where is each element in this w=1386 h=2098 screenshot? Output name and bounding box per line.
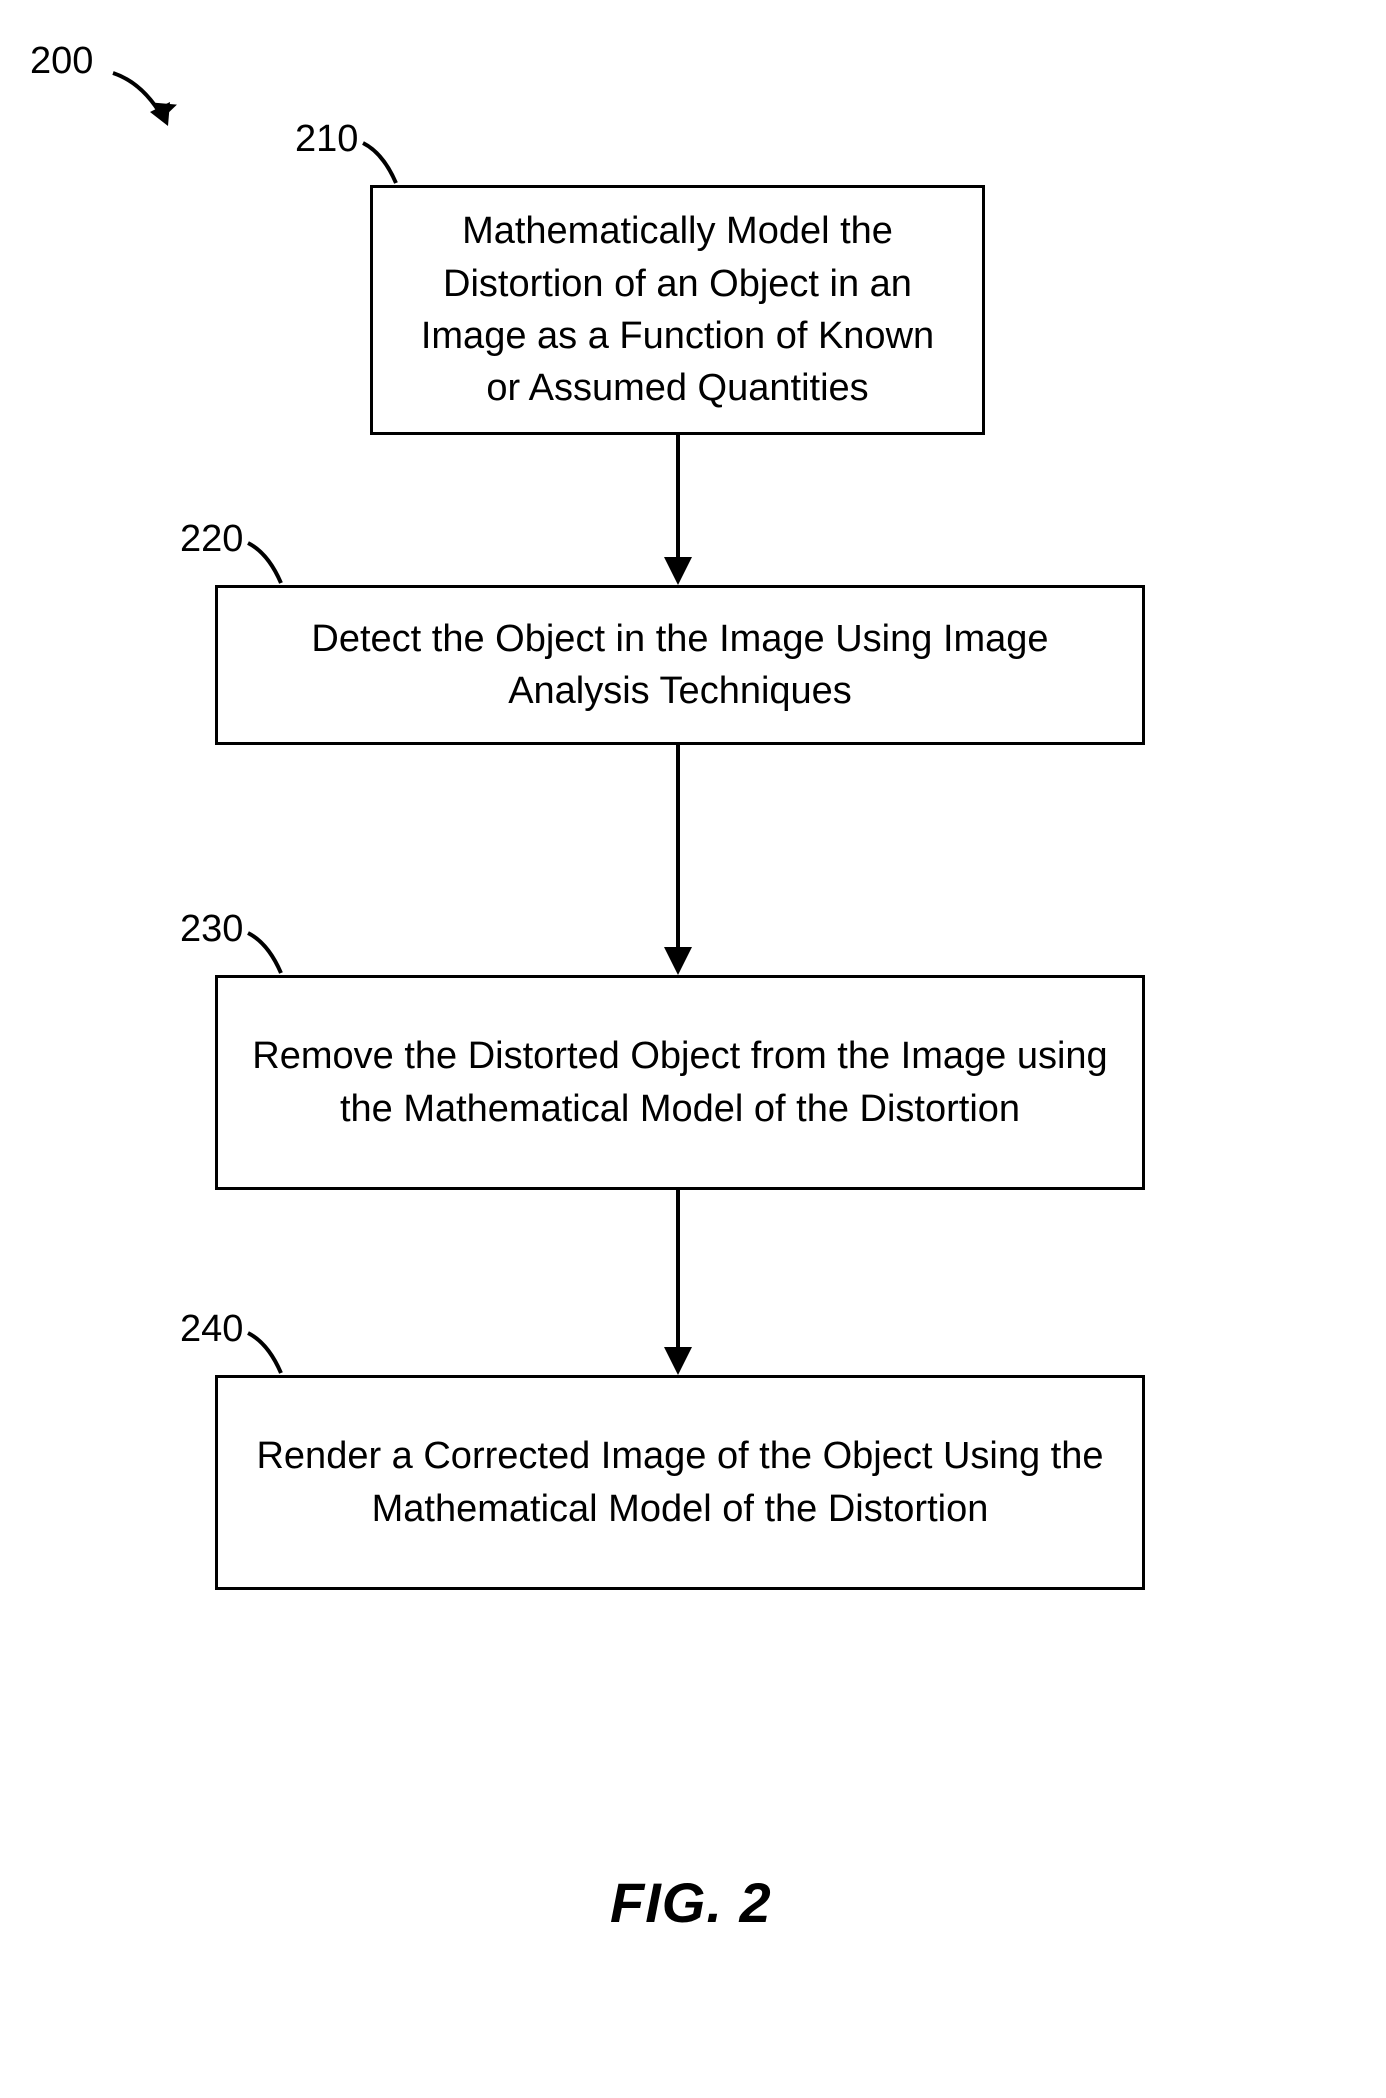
node-210: Mathematically Model the Distortion of a… (370, 185, 985, 435)
edge-220-230 (676, 745, 680, 949)
node-210-text: Mathematically Model the Distortion of a… (403, 205, 952, 415)
node-240: Render a Corrected Image of the Object U… (215, 1375, 1145, 1590)
edge-230-240 (676, 1190, 680, 1349)
node-230-text: Remove the Distorted Object from the Ima… (248, 1030, 1112, 1135)
node-220-text: Detect the Object in the Image Using Ima… (248, 613, 1112, 718)
node-label-230: 230 (180, 908, 243, 951)
node-230: Remove the Distorted Object from the Ima… (215, 975, 1145, 1190)
figure-caption: FIG. 2 (610, 1870, 772, 1935)
node-240-text: Render a Corrected Image of the Object U… (248, 1430, 1112, 1535)
node-label-240: 240 (180, 1308, 243, 1351)
edge-210-220 (676, 435, 680, 559)
node-label-220: 220 (180, 518, 243, 561)
edge-210-220-head (664, 557, 692, 585)
leader-arrow-200 (108, 68, 188, 148)
figure-label-200: 200 (30, 40, 93, 83)
node-label-210: 210 (295, 118, 358, 161)
edge-220-230-head (664, 947, 692, 975)
edge-230-240-head (664, 1347, 692, 1375)
node-220: Detect the Object in the Image Using Ima… (215, 585, 1145, 745)
